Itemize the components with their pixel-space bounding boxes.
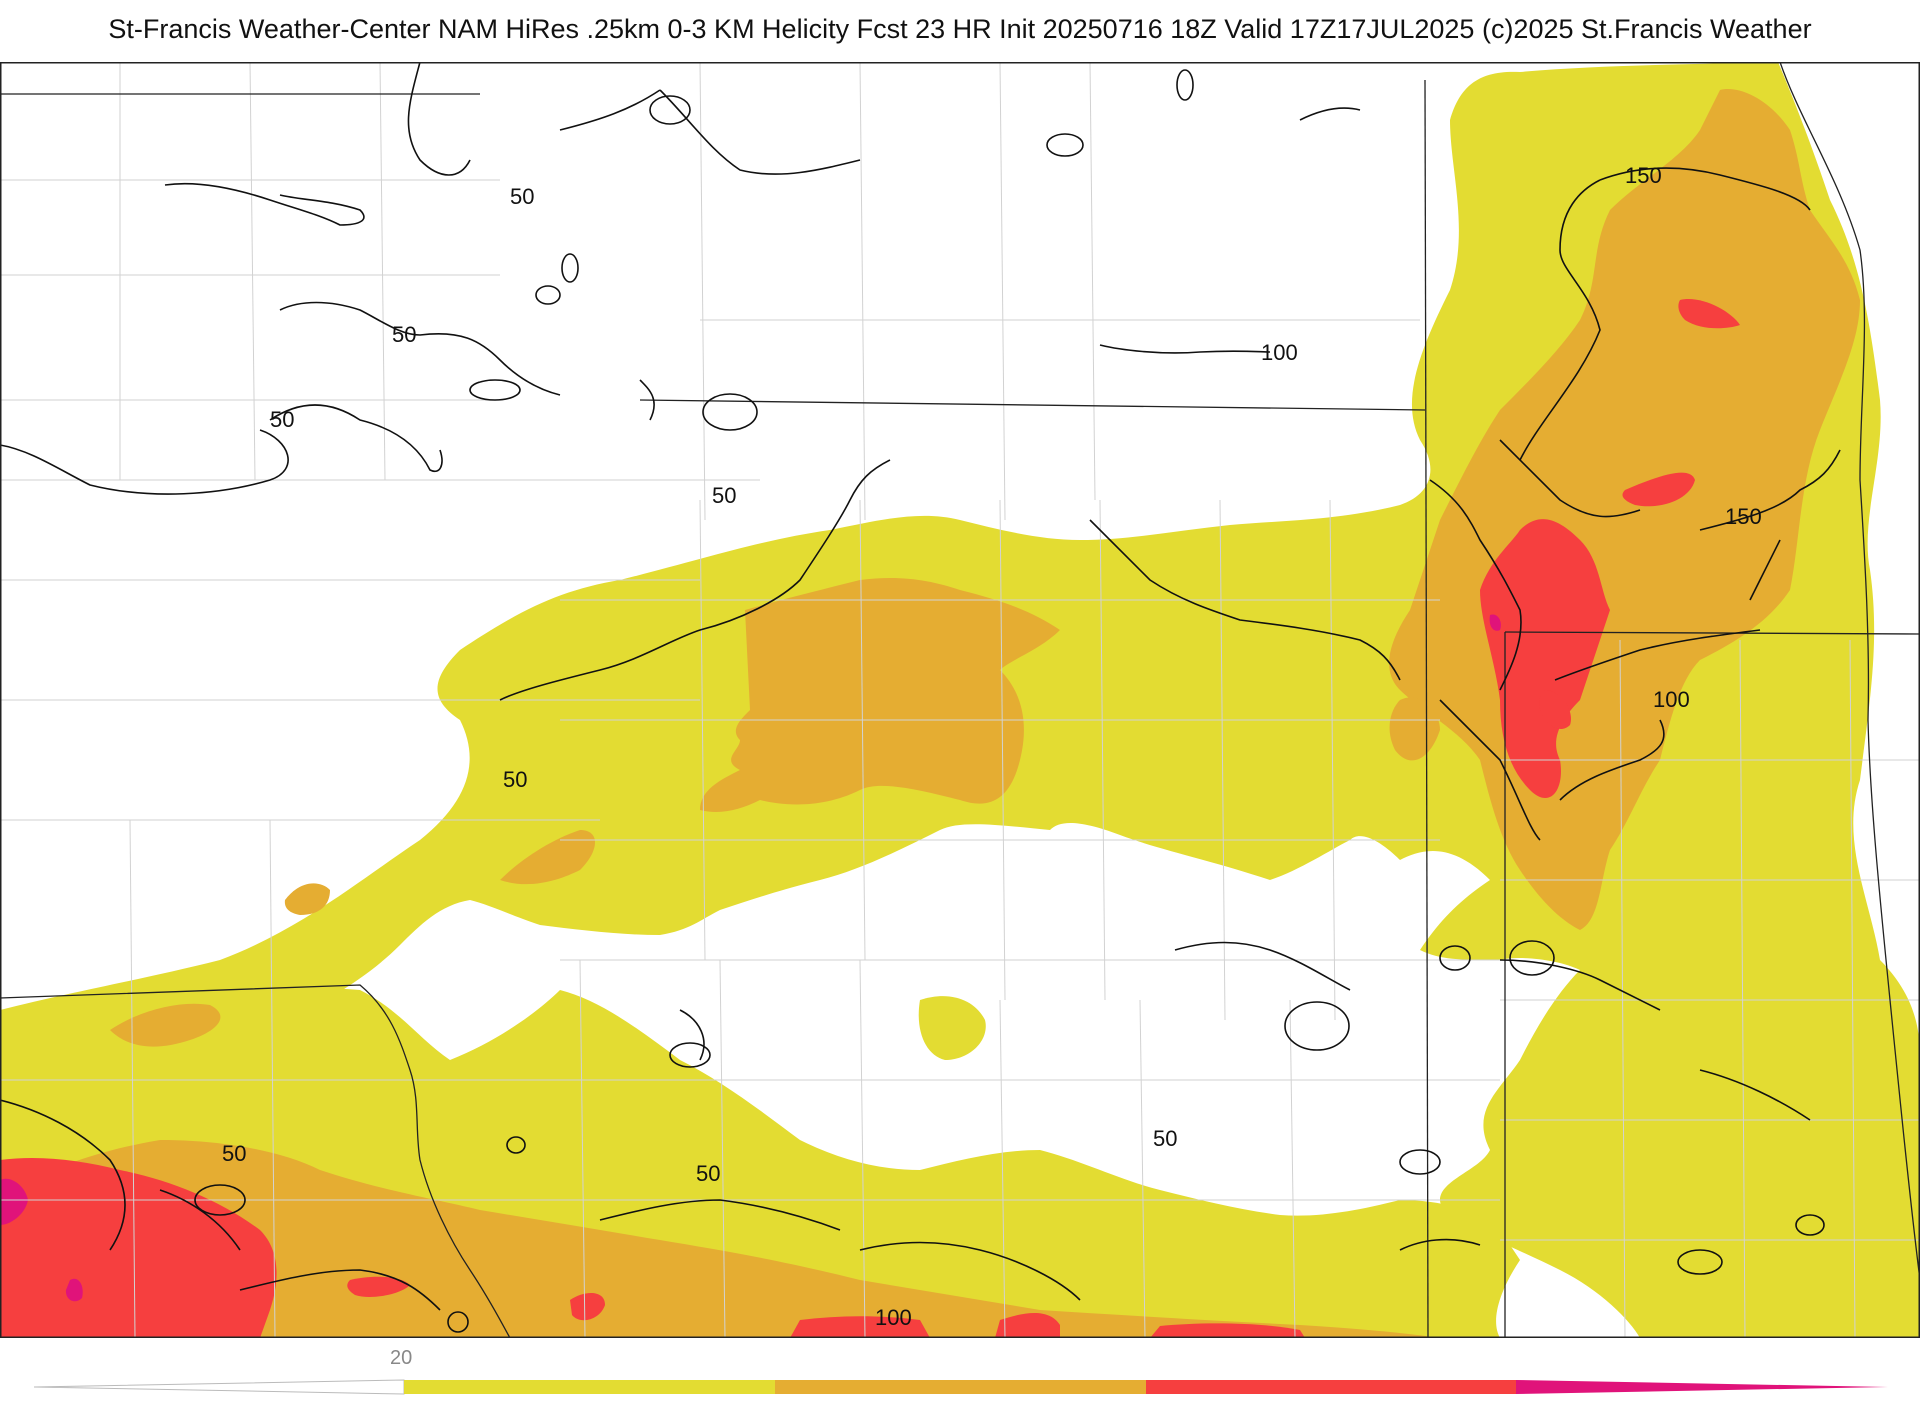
colorbar-tick-label: 20	[390, 1347, 412, 1369]
helicity-band-3-region	[1678, 299, 1740, 329]
contour-label: 50	[503, 767, 527, 792]
contour-label: 50	[696, 1161, 720, 1186]
colorbar: 20	[0, 1338, 1920, 1400]
map-title: St-Francis Weather-Center NAM HiRes .25k…	[108, 14, 1812, 44]
helicity-band-2-region	[110, 1003, 221, 1047]
helicity-band-1-region	[918, 996, 986, 1060]
contour-label: 150	[1725, 504, 1762, 529]
map-border	[0, 62, 1920, 1338]
contour-label: 100	[1261, 340, 1298, 365]
helicity-band-3-region	[1480, 519, 1610, 799]
helicity-band-3-region	[570, 1293, 605, 1321]
contour-label: 100	[1653, 687, 1690, 712]
contour-label: 50	[222, 1141, 246, 1166]
helicity-band-2-region	[500, 830, 595, 885]
colorbar-band-3	[1146, 1380, 1516, 1394]
contour-label: 50	[392, 322, 416, 347]
contour-label: 100	[875, 1305, 912, 1330]
helicity-band-1-region	[1793, 1023, 1920, 1120]
colorbar-high-extension	[1516, 1380, 1888, 1394]
helicity-band-4-region	[65, 1278, 83, 1302]
contour-label: 50	[1153, 1126, 1177, 1151]
helicity-map: 50 50 50 50 50 50 50 50 100 100 100 150 …	[0, 62, 1920, 1338]
helicity-fill	[0, 62, 1920, 1338]
helicity-band-3-region	[790, 1316, 930, 1338]
colorbar-band-1	[404, 1380, 775, 1394]
helicity-band-3-region	[1622, 472, 1695, 507]
contour-label: 150	[1625, 163, 1662, 188]
contour-label: 50	[712, 483, 736, 508]
colorbar-low-extension	[33, 1379, 405, 1395]
county-boundaries	[0, 62, 1920, 1338]
helicity-contours	[0, 62, 1841, 1311]
helicity-band-3-region	[1150, 1323, 1305, 1338]
helicity-band-4-region	[0, 1178, 28, 1225]
colorbar-band-2	[775, 1380, 1146, 1394]
closed-contours	[194, 69, 1825, 1333]
helicity-band-2-region	[284, 883, 330, 915]
helicity-band-2-region	[1389, 697, 1440, 761]
helicity-band-3-region	[1539, 690, 1571, 730]
helicity-band-3-region	[995, 1313, 1060, 1338]
state-boundaries	[0, 62, 1920, 1338]
contour-label: 50	[510, 184, 534, 209]
helicity-band-1-region	[1632, 1179, 1702, 1243]
helicity-band-3-region	[347, 1276, 410, 1297]
contour-labels: 50 50 50 50 50 50 50 50 100 100 100 150 …	[222, 163, 1762, 1330]
helicity-band-4-region	[1489, 614, 1501, 631]
helicity-band-2-region	[700, 578, 1060, 812]
contour-label: 50	[270, 407, 294, 432]
